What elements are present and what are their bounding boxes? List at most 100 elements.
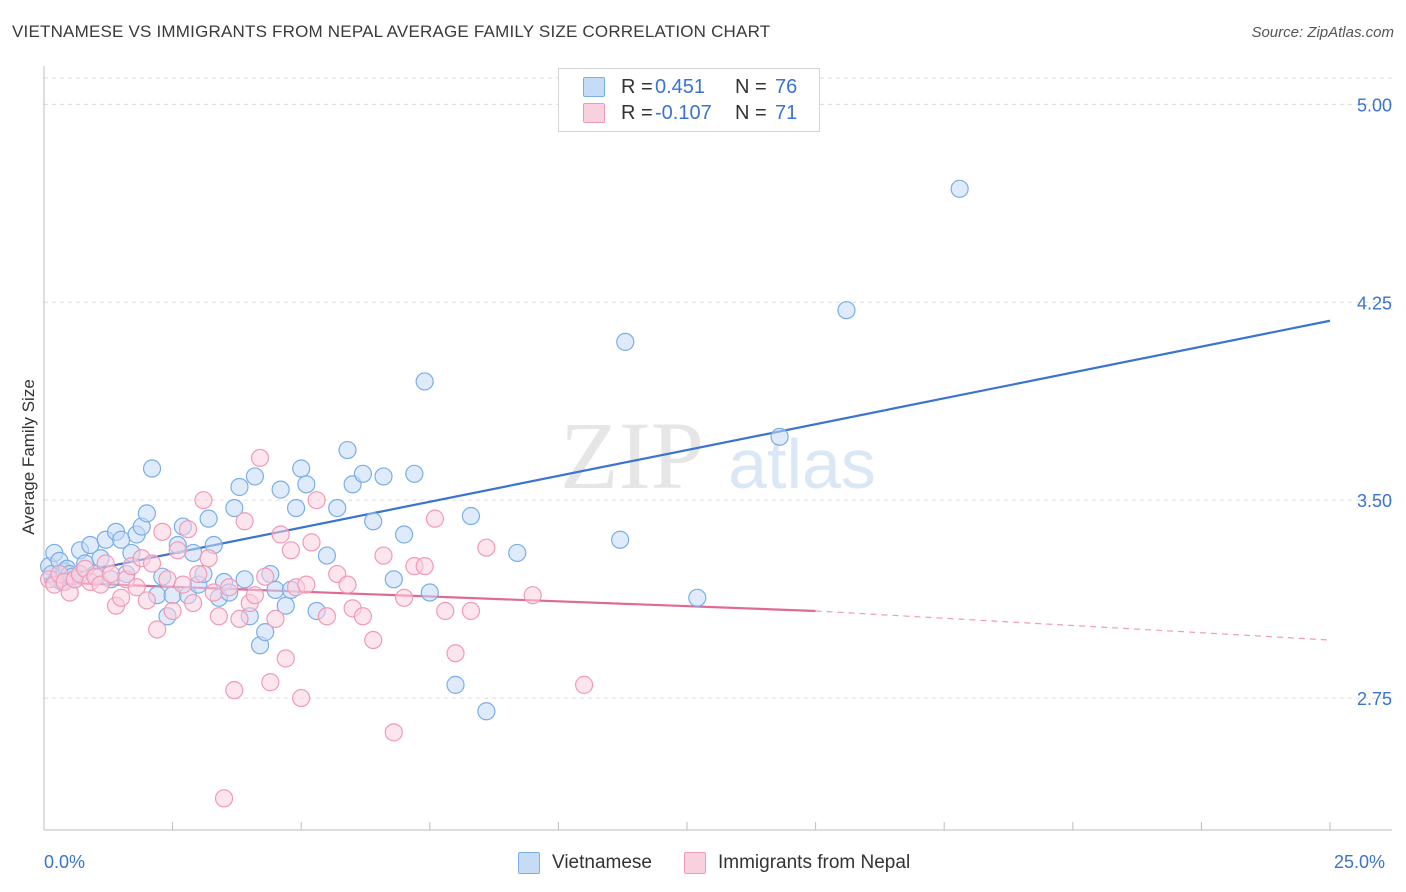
watermark-zip: ZIP bbox=[560, 402, 704, 509]
data-point bbox=[189, 564, 208, 584]
data-point bbox=[338, 575, 357, 594]
data-point bbox=[199, 509, 218, 528]
data-point bbox=[142, 554, 162, 573]
data-point bbox=[616, 332, 635, 351]
data-point bbox=[575, 675, 594, 694]
data-point bbox=[168, 541, 187, 560]
data-point bbox=[317, 546, 337, 565]
legend-row-vietnamese: R = 0.451 N = 76 bbox=[583, 74, 797, 100]
y-tick-label: 3.50 bbox=[1357, 491, 1392, 511]
legend-n-label: N = bbox=[735, 75, 767, 98]
data-point bbox=[245, 586, 265, 605]
legend-swatch-nepal bbox=[583, 103, 605, 123]
data-point bbox=[286, 498, 306, 518]
axes bbox=[43, 66, 1392, 831]
data-point bbox=[271, 480, 290, 499]
data-point bbox=[271, 525, 290, 544]
data-point bbox=[281, 541, 301, 560]
data-point bbox=[374, 467, 393, 486]
bottom-legend-swatch-nepal bbox=[684, 852, 706, 874]
data-point bbox=[477, 538, 496, 557]
data-point bbox=[461, 601, 481, 621]
legend-row-nepal: R = -0.107 N = 71 bbox=[583, 100, 797, 126]
data-point bbox=[688, 588, 707, 607]
data-point bbox=[235, 570, 254, 589]
data-point bbox=[276, 649, 295, 668]
legend-r-value: 0.451 bbox=[655, 75, 706, 98]
data-point bbox=[446, 644, 465, 663]
data-point bbox=[374, 546, 393, 565]
data-point bbox=[153, 522, 172, 541]
data-point bbox=[405, 464, 424, 483]
legend-r-value: -0.107 bbox=[655, 101, 712, 124]
chart-title: VIETNAMESE VS IMMIGRANTS FROM NEPAL AVER… bbox=[12, 22, 771, 41]
y-tick-label: 2.75 bbox=[1357, 689, 1392, 709]
data-point bbox=[127, 578, 146, 597]
data-points bbox=[40, 179, 969, 808]
data-point bbox=[302, 533, 321, 552]
trend-line bbox=[43, 319, 1331, 581]
data-point bbox=[173, 575, 192, 594]
bottom-legend-label: Immigrants from Nepal bbox=[718, 852, 911, 873]
data-point bbox=[436, 601, 455, 621]
data-point bbox=[184, 543, 203, 563]
data-point bbox=[523, 586, 542, 605]
x-tick-label-max: 25.0% bbox=[1334, 852, 1386, 872]
data-point bbox=[394, 588, 414, 607]
data-point bbox=[420, 583, 439, 602]
legend-n-label: N = bbox=[735, 101, 767, 124]
data-point bbox=[137, 591, 156, 610]
data-point bbox=[292, 688, 311, 708]
data-point bbox=[353, 607, 373, 626]
legend-n-value: 76 bbox=[775, 75, 798, 98]
data-point bbox=[353, 464, 373, 483]
bottom-legend-nepal: Immigrants from Nepal bbox=[684, 852, 910, 874]
data-point bbox=[163, 601, 182, 621]
data-point bbox=[297, 575, 316, 594]
data-point bbox=[317, 607, 337, 626]
data-point bbox=[770, 427, 789, 446]
bottom-legend-swatch-vietnamese bbox=[518, 852, 540, 874]
data-point bbox=[194, 491, 213, 510]
data-point bbox=[225, 498, 244, 518]
data-point bbox=[137, 504, 156, 523]
data-point bbox=[384, 570, 403, 589]
data-point bbox=[415, 372, 434, 391]
data-point bbox=[112, 588, 131, 607]
data-point bbox=[178, 520, 198, 539]
watermark-atlas: atlas bbox=[728, 425, 876, 503]
data-point bbox=[446, 675, 465, 694]
data-point bbox=[245, 467, 265, 486]
data-point bbox=[214, 789, 234, 808]
data-point bbox=[256, 623, 275, 642]
data-point bbox=[158, 570, 177, 589]
legend-swatch-vietnamese bbox=[583, 77, 605, 97]
data-point bbox=[364, 630, 383, 650]
data-point bbox=[184, 593, 203, 613]
data-point bbox=[477, 702, 496, 721]
data-point bbox=[204, 583, 223, 602]
legend-r-label: R = bbox=[621, 75, 653, 98]
data-point bbox=[209, 607, 228, 626]
watermark: ZIP atlas bbox=[560, 402, 876, 509]
data-point bbox=[148, 620, 167, 639]
data-point bbox=[461, 506, 481, 526]
legend: R = 0.451 N = 76 R = -0.107 N = 71 bbox=[558, 68, 820, 132]
y-tick-label: 4.25 bbox=[1357, 293, 1392, 313]
legend-r-label: R = bbox=[621, 101, 653, 124]
data-point bbox=[292, 459, 311, 478]
y-tick-label: 5.00 bbox=[1357, 95, 1392, 115]
data-point bbox=[394, 525, 414, 544]
data-point bbox=[261, 673, 280, 692]
y-tick-labels: 2.75 3.50 4.25 5.00 bbox=[1357, 95, 1392, 709]
bottom-legend-label: Vietnamese bbox=[552, 852, 652, 873]
data-point bbox=[837, 301, 856, 320]
data-point bbox=[142, 459, 162, 478]
data-point bbox=[235, 512, 254, 531]
bottom-legend-vietnamese: Vietnamese bbox=[518, 852, 652, 874]
y-axis-label: Average Family Size bbox=[19, 379, 38, 535]
data-point bbox=[328, 498, 347, 518]
data-point bbox=[101, 564, 120, 584]
data-point bbox=[199, 549, 218, 568]
data-point bbox=[611, 530, 630, 549]
